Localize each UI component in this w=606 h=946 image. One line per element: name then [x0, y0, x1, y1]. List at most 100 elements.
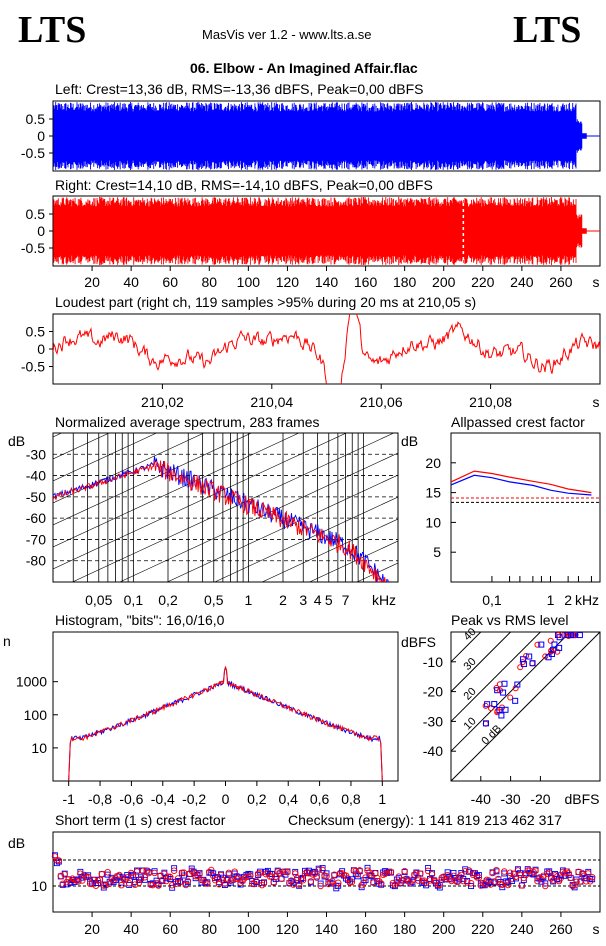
- short-term-point-right: [241, 875, 248, 882]
- crest-factor-series-1: [450, 474, 592, 496]
- peak-rms-point-left: [501, 680, 508, 687]
- short-term-point-right: [399, 876, 406, 884]
- short-term-point-right: [368, 871, 375, 879]
- right-waveform-title: Right: Crest=14,10 dB, RMS=-14,10 dBFS, …: [55, 177, 433, 193]
- track-title: 06. Elbow - An Imagined Affair.flac: [190, 60, 418, 76]
- crest-factor-xtick-label: 0,1: [482, 592, 502, 608]
- short-term-point-right: [77, 870, 84, 877]
- short-term-point-left: [538, 878, 545, 885]
- short-term-point-left: [317, 880, 324, 887]
- short-term-point-right: [413, 870, 420, 877]
- histogram-xtick-label: -0,4: [151, 791, 175, 807]
- short-term-point-left: [499, 884, 506, 891]
- time-axis-unit: s: [593, 274, 600, 290]
- crest-factor-ytick-label: 15: [425, 485, 441, 501]
- spectrum-ytick-label: -80: [26, 553, 46, 569]
- histogram-xtick-label: -0,8: [88, 791, 112, 807]
- short-term-point-left: [348, 876, 355, 883]
- crest-factor-xunit: kHz: [575, 592, 599, 608]
- short-term-point-left: [362, 877, 369, 884]
- short-term-title: Short term (1 s) crest factor: [55, 812, 226, 828]
- histogram-xtick-label: 0,2: [247, 791, 267, 807]
- spectrum-xtick-label: 2: [279, 592, 287, 608]
- short-term-xtick-label: 200: [432, 921, 456, 937]
- spectrum-ytick-label: -60: [26, 510, 46, 526]
- short-term-point-right: [225, 869, 233, 877]
- peak-rms-ytick-label: -20: [423, 684, 443, 700]
- short-term-xtick-label: 240: [510, 921, 534, 937]
- short-term-point-left: [475, 872, 482, 878]
- short-term-point-right: [125, 880, 133, 887]
- spectrum-xtick-label: 1: [244, 592, 252, 608]
- time-axis-label: 220: [471, 274, 495, 290]
- short-term-xtick-label: 20: [84, 921, 100, 937]
- short-term-point-right: [364, 867, 371, 874]
- peak-rms-point-left: [568, 632, 575, 638]
- spectrum-xunit: kHz: [372, 592, 396, 608]
- right-waveform-signal: [53, 197, 587, 265]
- peak-rms-xtick-label: -20: [530, 791, 550, 807]
- short-term-point-right: [84, 873, 92, 881]
- peak-rms-point-left: [494, 687, 501, 694]
- short-term-point-right: [354, 870, 362, 878]
- short-term-point-right: [307, 878, 315, 885]
- short-term-point-right: [207, 866, 215, 874]
- short-term-point-right: [502, 879, 510, 887]
- histogram-series-right: [68, 665, 383, 782]
- right-waveform-ytick-label: 0: [37, 223, 45, 239]
- short-term-point-right: [211, 876, 219, 884]
- short-term-point-right: [254, 870, 262, 877]
- short-term-point-right: [139, 867, 147, 875]
- short-term-xunit: s: [593, 921, 600, 937]
- spectrum-xtick-label: 7: [342, 592, 350, 608]
- short-term-point-left: [216, 879, 223, 886]
- left-waveform-signal: [53, 102, 587, 170]
- loudest-part-frame: [52, 313, 601, 385]
- short-term-point-right: [467, 880, 475, 887]
- short-term-point-left: [542, 880, 549, 887]
- short-term-point-left: [485, 879, 492, 886]
- short-term-point-left: [305, 867, 312, 874]
- peak-rms-xunit: dBFS: [564, 791, 599, 807]
- spectrum-slope: [53, 433, 347, 570]
- histogram-xtick-label: -0,2: [182, 791, 206, 807]
- short-term-point-right: [106, 880, 113, 888]
- short-term-point-left: [335, 882, 342, 889]
- short-term-point-right: [174, 875, 182, 882]
- spectrum-slope: [53, 629, 398, 789]
- spectrum-xtick-label: 4: [314, 592, 322, 608]
- short-term-point-right: [557, 874, 565, 882]
- short-term-point-right: [536, 874, 543, 881]
- crest-factor-ylabel: dB: [401, 433, 418, 449]
- short-term-point-right: [82, 873, 90, 881]
- loudest-part-title: Loudest part (right ch, 119 samples >95%…: [55, 294, 477, 310]
- short-term-point-right: [102, 882, 109, 889]
- spectrum-slope: [119, 452, 398, 582]
- peak-rms-point-right: [547, 637, 554, 644]
- short-term-point-left: [436, 884, 443, 891]
- loudest-xtick-label: 210,02: [141, 394, 184, 410]
- spectrum-slope: [71, 433, 395, 582]
- histogram-xtick-label: 0: [222, 791, 230, 807]
- short-term-point-right: [485, 877, 492, 884]
- short-term-xtick-label: 100: [237, 921, 261, 937]
- spectrum-slope: [53, 433, 205, 504]
- peak-rms-point-left: [520, 661, 527, 668]
- crest-factor-xtick-label: 1: [547, 592, 555, 608]
- short-term-point-left: [94, 880, 101, 886]
- peak-rms-point-left: [538, 641, 545, 648]
- short-term-point-right: [252, 877, 260, 885]
- short-term-xtick-label: 80: [201, 921, 217, 937]
- peak-rms-ylabel: dBFS: [401, 634, 436, 650]
- short-term-point-right: [348, 878, 356, 886]
- short-term-point-left: [505, 879, 512, 886]
- spectrum-frame: [52, 432, 399, 583]
- histogram-xtick-label: 0,4: [278, 791, 298, 807]
- short-term-point-right: [356, 867, 363, 874]
- peak-rms-diagonal-label: 40: [462, 626, 479, 643]
- spectrum-ytick-label: -70: [26, 531, 46, 547]
- histogram-xtick-label: -1: [62, 791, 75, 807]
- peak-rms-point-left: [484, 701, 491, 708]
- short-term-point-left: [587, 875, 594, 882]
- short-term-point-right: [545, 869, 553, 876]
